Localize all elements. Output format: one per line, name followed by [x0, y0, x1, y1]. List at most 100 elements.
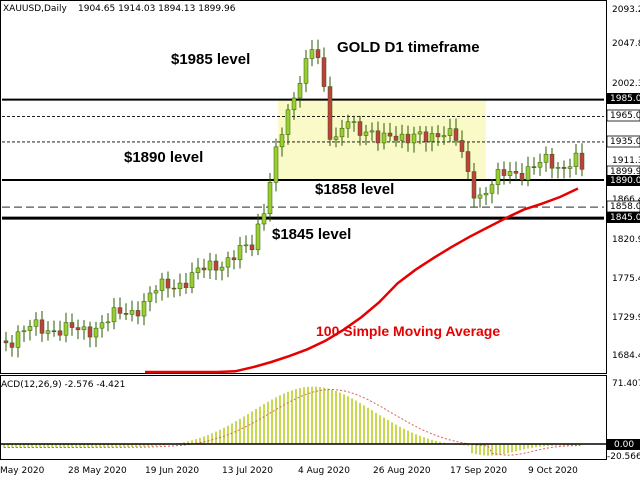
candle-body	[441, 135, 447, 138]
price-tick: 1911.30	[612, 156, 640, 166]
ohlc-label: 1904.65 1914.03 1894.13 1899.96	[78, 4, 236, 14]
candle-body	[381, 132, 387, 144]
candle-body	[447, 128, 453, 136]
level-price-labels: 1985.00 1965.00 1935.00 1899.96 1890.00 …	[606, 93, 640, 223]
candle-body	[135, 310, 141, 317]
candle-body	[489, 184, 495, 194]
candle-body	[531, 166, 537, 168]
level-label: 1935.00	[610, 137, 640, 147]
candle-body	[87, 326, 93, 338]
price-tick: 1820.95	[612, 235, 640, 245]
candle-body	[357, 121, 363, 136]
candle-body	[237, 245, 243, 261]
candle-body	[39, 319, 45, 334]
candle-body	[291, 97, 297, 111]
candle-body	[21, 330, 27, 333]
candle-body	[483, 192, 489, 196]
time-tick: 28 May 2020	[68, 466, 127, 476]
candle-body	[189, 272, 195, 288]
candle-body	[3, 340, 9, 344]
time-tick: 17 Sep 2020	[450, 466, 507, 476]
candle-body	[495, 169, 501, 185]
candle-body	[309, 49, 315, 59]
time-tick: 19 Jun 2020	[145, 466, 199, 476]
candle-body	[45, 330, 51, 334]
candle-body	[459, 140, 465, 152]
candle-body	[465, 151, 471, 172]
price-tick: 1684.45	[612, 351, 640, 361]
candle-body	[9, 342, 15, 348]
candle-body	[99, 322, 105, 329]
level-label-bg	[606, 135, 640, 148]
candle-body	[81, 326, 87, 331]
time-tick: 4 Aug 2020	[298, 466, 350, 476]
price-tick: 2002.35	[612, 79, 640, 89]
candle-body	[507, 171, 513, 176]
candle-body	[429, 133, 435, 142]
candle-body	[315, 49, 321, 58]
candle-body	[435, 133, 441, 138]
macd-label: ACD(12,26,9) -2.576 -4.421	[1, 380, 125, 390]
candle-body	[177, 282, 183, 290]
level-label: 1985.00	[610, 94, 640, 104]
candle-body	[171, 287, 177, 290]
candle-body	[159, 278, 165, 291]
candle-body	[201, 267, 207, 271]
candle-body	[279, 134, 285, 148]
candle-body	[123, 313, 129, 315]
candle-body	[399, 133, 405, 141]
macd-scale-bottom: -20.566	[607, 452, 640, 462]
candle-body	[345, 121, 351, 129]
candle-body	[57, 330, 63, 336]
candle-body	[117, 307, 123, 314]
candle-body	[267, 182, 273, 214]
candle-body	[165, 278, 171, 289]
candle-body	[129, 310, 135, 315]
price-tick: 1775.45	[612, 274, 640, 284]
candle-body	[69, 322, 75, 328]
timeframe-annotation: GOLD D1 timeframe	[337, 39, 480, 56]
level-label: 1965.00	[610, 111, 640, 121]
level-1890-annotation: $1890 level	[124, 149, 203, 166]
candle-body	[471, 171, 477, 199]
candle-body	[261, 213, 267, 225]
macd-scale-top: 71.407	[612, 379, 640, 389]
candle-body	[111, 307, 117, 323]
macd-signal-line	[4, 388, 581, 456]
price-tick: 1729.95	[612, 313, 640, 323]
candle-body	[207, 260, 213, 271]
price-tick: 1866.45	[612, 195, 640, 205]
candle-body	[339, 127, 345, 138]
candle-body	[243, 244, 249, 247]
candles	[3, 39, 585, 358]
candle-body	[393, 135, 399, 141]
candle-body	[513, 171, 519, 174]
level-label: 1858.00	[610, 202, 640, 212]
candle-body	[27, 326, 33, 331]
candle-body	[537, 162, 543, 168]
candle-body	[273, 146, 279, 183]
candle-body	[375, 130, 381, 144]
macd-scale-zero: 0.00	[614, 440, 634, 450]
candle-body	[33, 319, 39, 327]
level-label-bg	[607, 175, 640, 186]
candle-body	[549, 153, 555, 169]
candle-body	[303, 58, 309, 84]
candle-body	[15, 331, 21, 348]
candle-body	[387, 132, 393, 137]
candle-body	[183, 282, 189, 288]
time-tick: May 2020	[0, 466, 45, 476]
candle-body	[231, 257, 237, 261]
candle-body	[105, 321, 111, 324]
candle-body	[411, 133, 417, 144]
candle-body	[369, 130, 375, 133]
candle-body	[477, 194, 483, 199]
candle-body	[141, 301, 147, 317]
candle-body	[321, 57, 327, 87]
candle-body	[249, 244, 255, 251]
candle-body	[423, 131, 429, 142]
candle-body	[51, 330, 57, 333]
candle-body	[255, 223, 261, 251]
candle-body	[219, 266, 225, 271]
